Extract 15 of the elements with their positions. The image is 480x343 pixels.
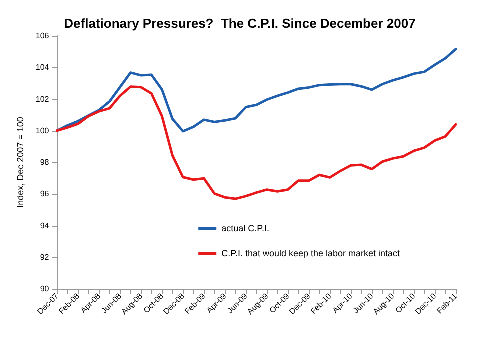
line-series [56, 86, 458, 200]
y-tick-label: 100 [36, 126, 50, 136]
legend-label: actual C.P.I. [222, 224, 270, 234]
y-tick-label: 96 [40, 190, 50, 199]
chart-title: Deflationary Pressures? The C.P.I. Since December 2007 [64, 16, 416, 31]
y-tick-label: 94 [40, 221, 50, 230]
y-tick-label: 98 [40, 158, 50, 167]
y-tick-label: 92 [40, 252, 50, 262]
y-axis-title: Index, Dec 2007 = 100 [16, 117, 26, 208]
line-series [56, 48, 458, 133]
legend-label: C.P.I. that would keep the labor market intact [222, 248, 401, 258]
y-tick-label: 104 [36, 63, 50, 72]
y-tick-label: 102 [36, 94, 50, 104]
y-tick-label: 90 [40, 284, 50, 294]
y-tick-label: 106 [36, 32, 50, 40]
